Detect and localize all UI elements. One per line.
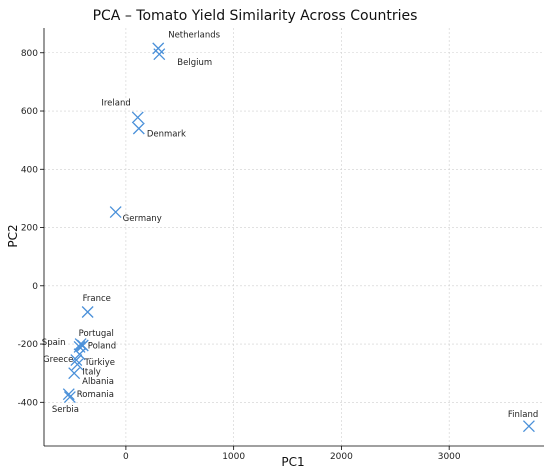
y-tick-label: 0 (32, 282, 38, 292)
x-tick-label: 3000 (438, 452, 461, 462)
y-tick-label: 600 (21, 107, 38, 117)
point-label: Serbia (52, 405, 79, 415)
point-label: Netherlands (168, 30, 220, 40)
point-label: Germany (123, 214, 162, 224)
x-tick-label: 2000 (330, 452, 353, 462)
data-point-marker (76, 339, 89, 352)
y-tick-label: -200 (18, 340, 39, 350)
data-point-marker (68, 367, 81, 380)
data-points (62, 42, 535, 433)
point-label: Ireland (101, 98, 130, 108)
data-point-marker (522, 420, 535, 433)
point-label: Albania (82, 377, 114, 387)
point-label: Spain (42, 338, 66, 348)
x-tick-label: 0 (123, 452, 129, 462)
point-label: Belgium (177, 58, 212, 68)
point-label: France (83, 294, 111, 304)
data-point-marker (153, 48, 166, 61)
data-point-marker (70, 354, 83, 367)
y-tick-label: 200 (21, 224, 38, 234)
x-tick-label: 1000 (222, 452, 245, 462)
data-point-marker (132, 122, 145, 135)
data-point-marker (63, 391, 76, 404)
data-point-marker (131, 111, 144, 124)
point-label: Türkiye (84, 358, 115, 368)
data-point-marker (62, 388, 75, 401)
point-label: Portugal (79, 329, 114, 339)
point-label: Poland (88, 342, 116, 352)
point-labels: Netherlands Belgium Ireland Denmark Germany F… (42, 30, 538, 420)
y-tick-label: -400 (18, 398, 39, 408)
axis-ticks: 0 1000 2000 3000 -400 -200 0 200 400 600 800 (18, 49, 461, 462)
x-axis-label: PC1 (281, 455, 304, 469)
data-point-marker (71, 358, 84, 371)
point-label: Italy (82, 367, 100, 377)
chart-title: PCA – Tomato Yield Similarity Across Cou… (93, 8, 418, 24)
axes (43, 28, 544, 447)
grid-lines (44, 28, 544, 446)
point-label: Denmark (147, 129, 186, 139)
point-label: Greece (43, 355, 73, 365)
point-label: Romania (77, 390, 114, 400)
y-tick-label: 800 (21, 49, 38, 59)
data-point-marker (73, 348, 86, 361)
y-axis-label: PC2 (6, 224, 20, 247)
point-label: Finland (508, 410, 538, 420)
data-point-marker (81, 306, 94, 318)
data-point-marker (109, 206, 122, 219)
y-tick-label: 400 (21, 165, 38, 175)
